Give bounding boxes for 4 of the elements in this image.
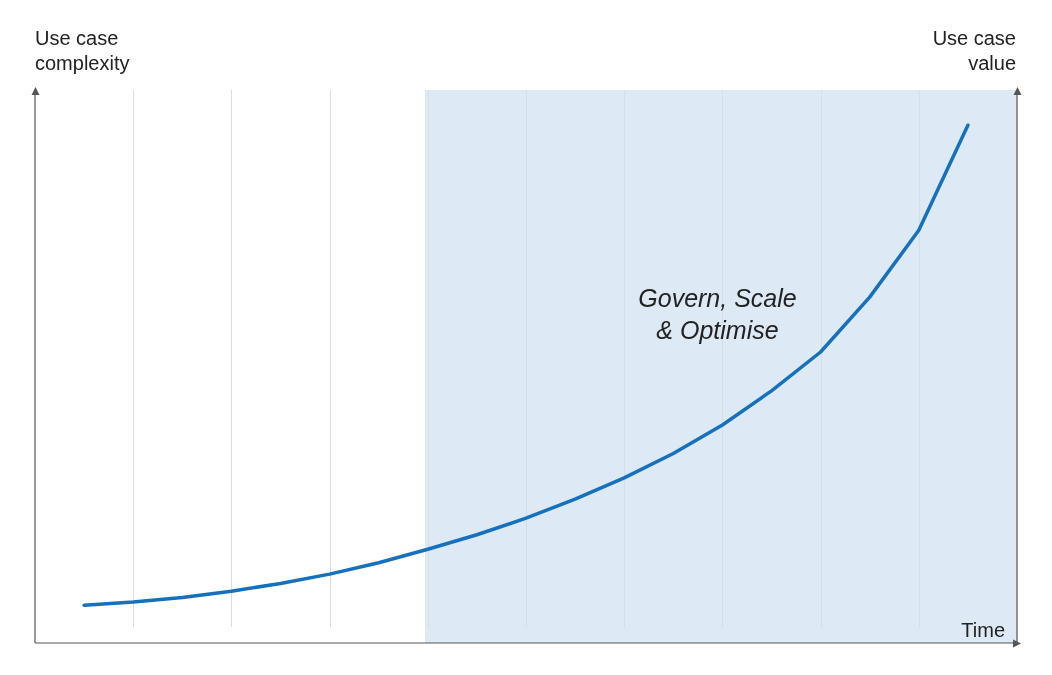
x-axis-title: Time: [961, 619, 1005, 641]
annotation: Govern, Scale & Optimise: [638, 284, 797, 344]
y2-axis-title: Use case value: [932, 27, 1016, 74]
y-axis-title: Use case complexity: [35, 27, 130, 74]
